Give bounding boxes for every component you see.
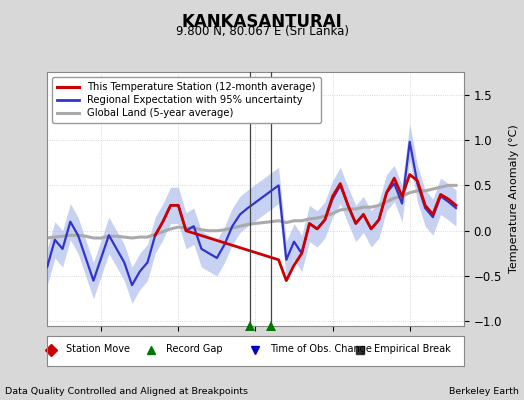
Text: Time of Obs. Change: Time of Obs. Change <box>270 344 372 354</box>
Text: KANKASANTURAI: KANKASANTURAI <box>182 13 342 31</box>
Text: 9.800 N, 80.067 E (Sri Lanka): 9.800 N, 80.067 E (Sri Lanka) <box>176 25 348 38</box>
Legend: This Temperature Station (12-month average), Regional Expectation with 95% uncer: This Temperature Station (12-month avera… <box>52 77 321 123</box>
Text: Record Gap: Record Gap <box>166 344 223 354</box>
Y-axis label: Temperature Anomaly (°C): Temperature Anomaly (°C) <box>509 125 519 273</box>
Text: Data Quality Controlled and Aligned at Breakpoints: Data Quality Controlled and Aligned at B… <box>5 387 248 396</box>
Text: Station Move: Station Move <box>66 344 130 354</box>
Text: Empirical Break: Empirical Break <box>374 344 451 354</box>
Text: Berkeley Earth: Berkeley Earth <box>449 387 519 396</box>
